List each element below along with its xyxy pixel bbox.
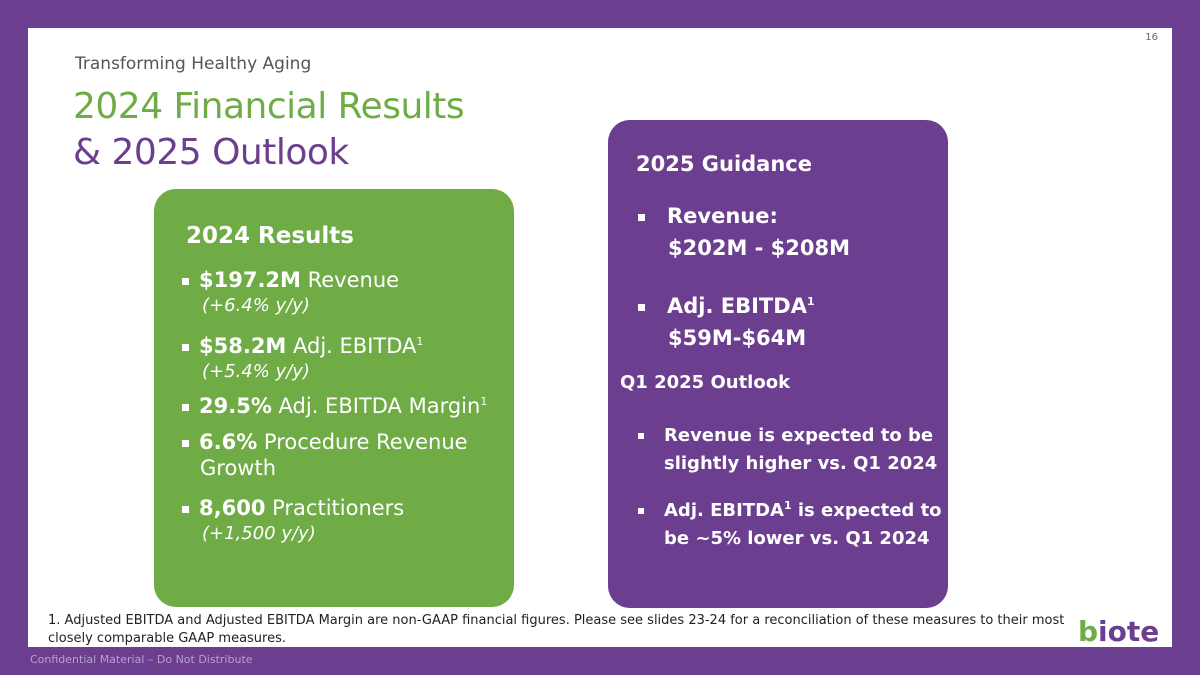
page-number: 16 bbox=[1145, 32, 1158, 43]
results-heading: 2024 Results bbox=[186, 223, 354, 249]
result-item: 6.6% Procedure Revenue Growth bbox=[182, 429, 468, 481]
guidance-revenue: Revenue: $202M - $208M bbox=[638, 200, 850, 264]
q1-item: Adj. EBITDA1 is expected to be ~5% lower … bbox=[638, 492, 942, 553]
title-line2: & 2025 Outlook bbox=[73, 132, 349, 173]
result-item: $197.2M Revenue (+6.4% y/y) bbox=[182, 267, 399, 319]
result-item: $58.2M Adj. EBITDA1 (+5.4% y/y) bbox=[182, 329, 423, 385]
title-line1: 2024 Financial Results bbox=[73, 86, 465, 127]
result-item: 8,600 Practitioners (+1,500 y/y) bbox=[182, 495, 404, 547]
results-card: 2024 Results $197.2M Revenue (+6.4% y/y) … bbox=[154, 189, 514, 607]
footnote: 1. Adjusted EBITDA and Adjusted EBITDA M… bbox=[48, 613, 1065, 646]
slide: 16 Transforming Healthy Aging 2024 Finan… bbox=[28, 28, 1172, 648]
guidance-heading: 2025 Guidance bbox=[636, 152, 812, 176]
biote-logo: biote bbox=[1078, 615, 1160, 648]
q1-item: Revenue is expected to be slightly higher… bbox=[638, 422, 937, 478]
kicker: Transforming Healthy Aging bbox=[75, 54, 312, 74]
q1-heading: Q1 2025 Outlook bbox=[620, 372, 791, 393]
guidance-card: 2025 Guidance Revenue: $202M - $208M Adj.… bbox=[608, 120, 948, 608]
confidential-notice: Confidential Material – Do Not Distribut… bbox=[30, 653, 253, 666]
result-item: 29.5% Adj. EBITDA Margin1 bbox=[182, 389, 487, 419]
guidance-ebitda: Adj. EBITDA1 $59M-$64M bbox=[638, 286, 815, 354]
